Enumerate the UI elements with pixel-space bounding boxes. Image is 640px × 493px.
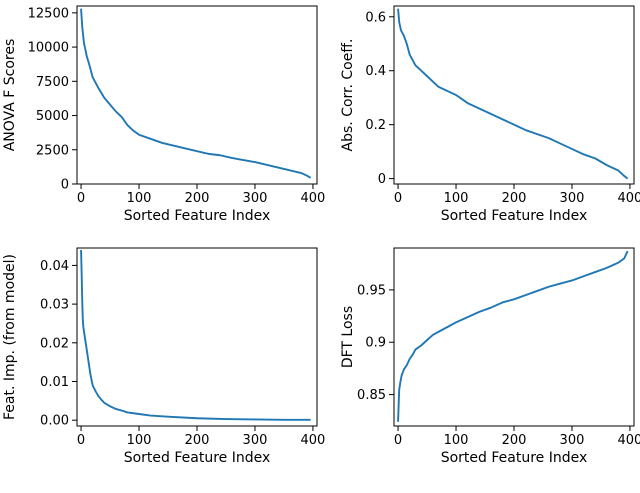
y-tick-label: 2500 [36,143,69,158]
y-tick-label: 0.02 [40,336,69,351]
y-tick-label: 0.6 [365,10,386,25]
y-tick-label: 12500 [28,6,69,21]
x-tick-label: 0 [77,433,85,448]
x-tick-label: 400 [301,433,326,448]
y-axis-label: DFT Loss [340,306,356,368]
y-tick-label: 0.2 [365,118,386,133]
dft-loss-chart: 0 100 200 300 400 0.85 0.9 0.95 Sorted Feature I… [340,247,640,466]
y-tick-label: 0 [61,178,69,193]
x-tick-label: 400 [301,191,326,206]
x-tick-label: 100 [444,433,469,448]
y-tick-label: 10000 [28,41,69,56]
y-axis-label: Feat. Imp. (from model) [2,254,18,420]
axes-frame [76,5,318,185]
series-line-2-0 [80,249,311,421]
anova-f-score-chart: 0 100 200 300 400 0 2500 5000 7500 10000 12500 Sort… [2,5,326,224]
series-line-0-0 [80,8,312,179]
y-tick-label: 0.00 [40,414,69,429]
x-tick-label: 300 [243,191,268,206]
y-axis-label: ANOVA F Scores [2,39,18,152]
x-tick-label: 0 [394,191,402,206]
y-tick-label: 0.95 [357,283,386,298]
x-axis-label: Sorted Feature Index [124,208,271,224]
x-tick-label: 300 [560,191,585,206]
axes-frame [76,247,318,427]
x-tick-label: 200 [502,191,527,206]
x-tick-label: 400 [618,191,640,206]
x-tick-label: 100 [444,191,469,206]
series-line-1-0 [397,8,629,180]
y-tick-label: 7500 [36,75,69,90]
feature-importance-chart: 0 100 200 300 400 0.00 0.01 0.02 0.03 0.04 Sorted … [2,247,326,466]
abs-corr-coeff-chart: 0 100 200 300 400 0 0.2 0.4 0.6 Sorted Feature In… [340,5,640,224]
y-tick-label: 0 [378,172,386,187]
x-tick-label: 200 [185,191,210,206]
x-tick-label: 300 [243,433,268,448]
x-tick-label: 200 [502,433,527,448]
x-tick-label: 0 [77,191,85,206]
y-tick-label: 5000 [36,109,69,124]
x-axis-label: Sorted Feature Index [124,450,271,466]
y-tick-label: 0.03 [40,298,69,313]
y-tick-label: 0.04 [40,259,69,274]
x-axis-label: Sorted Feature Index [441,208,588,224]
y-tick-label: 0.4 [365,64,386,79]
y-tick-label: 0.85 [357,388,386,403]
axes-frame [393,5,635,185]
y-tick-label: 0.01 [40,375,69,390]
y-tick-label: 0.9 [365,336,386,351]
x-tick-label: 200 [185,433,210,448]
x-tick-label: 0 [394,433,402,448]
x-tick-label: 100 [127,191,152,206]
x-axis-label: Sorted Feature Index [441,450,588,466]
y-axis-label: Abs. Corr. Coeff. [340,39,356,152]
series-line-3-0 [397,250,629,422]
x-tick-label: 400 [618,433,640,448]
x-tick-label: 300 [560,433,585,448]
x-tick-label: 100 [127,433,152,448]
